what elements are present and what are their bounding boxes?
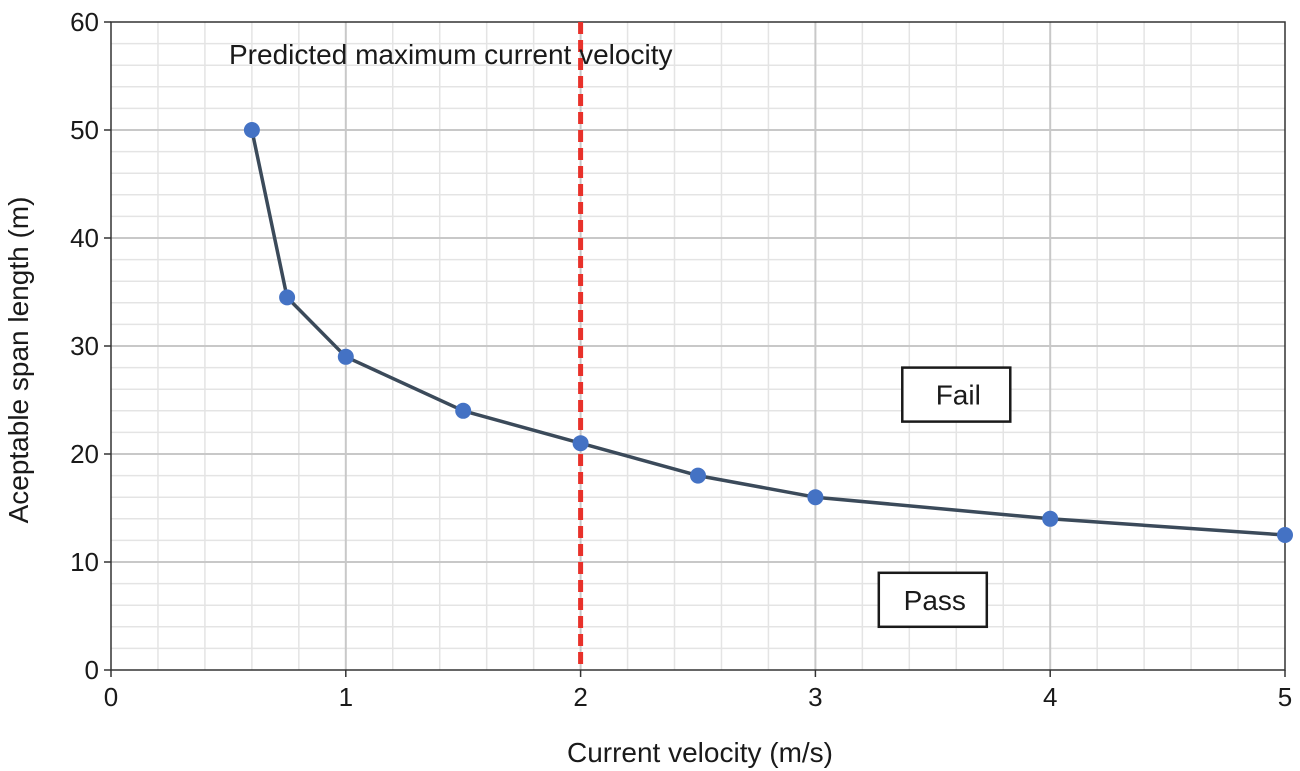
data-point: [337, 348, 354, 365]
data-point: [455, 402, 472, 419]
x-tick-label: 0: [104, 682, 118, 712]
x-tick-label: 5: [1278, 682, 1292, 712]
data-point: [279, 289, 296, 306]
data-point: [572, 435, 589, 452]
y-tick-label: 10: [70, 547, 99, 577]
series-layer: [243, 122, 1293, 543]
y-tick-label: 30: [70, 331, 99, 361]
x-tick-label: 3: [808, 682, 822, 712]
x-tick-label: 1: [339, 682, 353, 712]
x-tick-label: 2: [573, 682, 587, 712]
y-axis-title: Aceptable span length (m): [3, 197, 34, 524]
data-point: [1277, 527, 1293, 543]
y-tick-label: 50: [70, 115, 99, 145]
data-point: [690, 467, 706, 484]
x-tick-label: 4: [1043, 682, 1057, 712]
reference-line-label: Predicted maximum current velocity: [229, 39, 672, 70]
fail-label-box: [901, 366, 1012, 423]
fail-label: Fail: [936, 380, 981, 411]
y-axis-ticks: 0 10 20 30 40 50 60: [70, 7, 111, 685]
y-tick-label: 20: [70, 439, 99, 469]
data-point: [807, 489, 824, 506]
data-point: [243, 122, 260, 138]
region-labels: Fail Pass: [877, 366, 1012, 629]
y-tick-label: 40: [70, 223, 99, 253]
x-axis-title: Current velocity (m/s): [567, 737, 833, 768]
x-axis-ticks: 0 1 2 3 4 5: [104, 670, 1292, 712]
major-grid: [111, 22, 1285, 670]
y-tick-label: 60: [70, 7, 99, 37]
y-tick-label: 0: [85, 655, 99, 685]
pass-label: Pass: [904, 585, 966, 616]
pass-label-box: [877, 571, 989, 629]
data-point: [1042, 510, 1059, 527]
